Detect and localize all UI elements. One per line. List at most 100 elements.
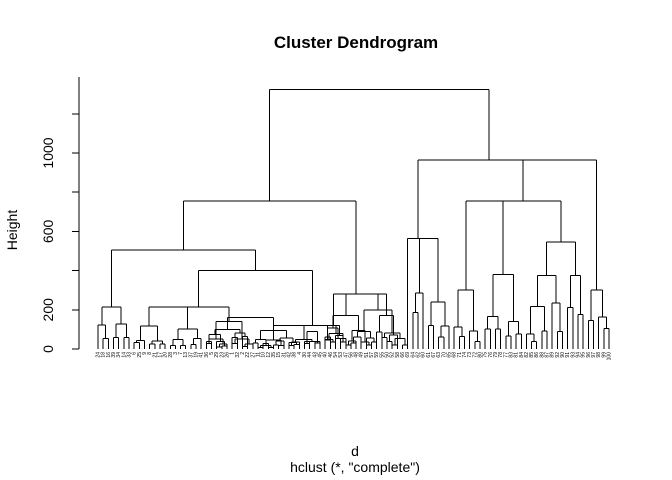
leaf-label: 70: [441, 352, 447, 358]
leaf-label: 82: [524, 352, 530, 358]
leaf-label: 17: [157, 352, 163, 358]
leaf-label: 12: [266, 352, 272, 358]
leaf-label: 63: [436, 352, 442, 358]
leaf-label: 89: [550, 352, 556, 358]
leaf-label: 58: [395, 352, 401, 358]
leaf-label: 64: [410, 352, 416, 358]
leaf-label: 8: [147, 352, 153, 355]
leaf-label: 85: [529, 352, 535, 358]
leaf-label: 69: [405, 352, 411, 358]
leaf-label: 21: [152, 352, 158, 358]
leaf-label: 100: [607, 352, 613, 361]
leaf-label: 84: [519, 352, 525, 358]
leaf-label: 52: [390, 352, 396, 358]
y-tick-label: 600: [40, 220, 56, 244]
leaf-label: 53: [338, 352, 344, 358]
leaf-label: 34: [116, 352, 122, 358]
leaf-label: 78: [498, 352, 504, 358]
leaf-label: 35: [271, 352, 277, 358]
leaf-label: 59: [374, 352, 380, 358]
leaf-label: 72: [472, 352, 478, 358]
leaf-label: 16: [106, 352, 112, 358]
leaf-label: 61: [426, 352, 432, 358]
leaf-label: 92: [555, 352, 561, 358]
leaf-label: 91: [565, 352, 571, 358]
leaf-label: 36: [204, 352, 210, 358]
leaf-label: 88: [539, 352, 545, 358]
leaf-label: 7: [178, 352, 184, 355]
leaf-label: 28: [168, 352, 174, 358]
leaf-label: 2: [240, 352, 246, 355]
leaf-label: 33: [126, 352, 132, 358]
leaf-label: 22: [245, 352, 251, 358]
leaf-label: 57: [369, 352, 375, 358]
leaf-label: 40: [323, 352, 329, 358]
leaf-label: 51: [364, 352, 370, 358]
leaf-label: 32: [235, 352, 241, 358]
leaf-label: 74: [462, 352, 468, 358]
leaf-label: 24: [96, 352, 102, 358]
leaf-label: 90: [560, 352, 566, 358]
leaf-label: 76: [488, 352, 494, 358]
y-axis-label: Height: [4, 210, 20, 251]
leaf-label: 79: [493, 352, 499, 358]
y-tick-label: 200: [40, 298, 56, 322]
leaf-label: 26: [225, 352, 231, 358]
leaf-label: 66: [400, 352, 406, 358]
method-subtitle: hclust (*, "complete"): [290, 459, 420, 475]
leaf-label: 48: [354, 352, 360, 358]
leaf-label: 6: [132, 352, 138, 355]
leaf-label: 54: [333, 352, 339, 358]
leaf-label: 81: [514, 352, 520, 358]
leaf-label: 29: [214, 352, 220, 358]
leaf-label: 5: [209, 352, 215, 355]
leaf-label: 31: [281, 352, 287, 358]
leaf-labels: 24 18 16 39 34 14 33 6 25 9 8 21 17 20 28 3 7 13 37 19 41 36 5…: [96, 352, 613, 361]
leaf-label: 44: [307, 352, 313, 358]
leaf-label: 80: [477, 352, 483, 358]
leaf-label: 18: [101, 352, 107, 358]
leaf-label: 95: [581, 352, 587, 358]
leaf-label: 47: [343, 352, 349, 358]
leaf-label: 93: [570, 352, 576, 358]
y-axis: 0 200 600 1000: [40, 77, 80, 353]
leaf-label: 73: [467, 352, 473, 358]
leaf-label: 14: [121, 352, 127, 358]
leaf-label: 49: [359, 352, 365, 358]
leaf-label: 96: [586, 352, 592, 358]
leaf-label: 68: [452, 352, 458, 358]
leaf-label: 39: [111, 352, 117, 358]
leaf-label: 83: [508, 352, 514, 358]
leaf-label: 45: [317, 352, 323, 358]
leaf-label: 97: [591, 352, 597, 358]
leaf-label: 94: [576, 352, 582, 358]
leaf-label: 46: [328, 352, 334, 358]
y-tick-label: 0: [40, 345, 56, 353]
leaf-label: 99: [601, 352, 607, 358]
x-axis-label: d: [351, 443, 359, 459]
leaf-label: 9: [142, 352, 148, 355]
y-tick-label: 1000: [40, 137, 56, 168]
leaf-label: 60: [421, 352, 427, 358]
leaf-label: 86: [534, 352, 540, 358]
leaf-label: 30: [302, 352, 308, 358]
leaf-label: 67: [431, 352, 437, 358]
leaf-label: 50: [385, 352, 391, 358]
leaf-label: 62: [416, 352, 422, 358]
leaf-label: 43: [312, 352, 318, 358]
leaf-label: 65: [446, 352, 452, 358]
leaf-label: 37: [188, 352, 194, 358]
dendrogram-tree: [97, 88, 610, 349]
leaf-label: 4: [297, 352, 303, 355]
leaf-label: 42: [286, 352, 292, 358]
chart-title: Cluster Dendrogram: [274, 33, 438, 52]
leaf-label: 98: [596, 352, 602, 358]
leaf-label: 11: [256, 352, 262, 357]
leaf-label: 3: [173, 352, 179, 355]
leaf-label: 15: [276, 352, 282, 358]
leaf-label: 1: [230, 352, 236, 355]
leaf-label: 13: [183, 352, 189, 358]
leaf-label: 27: [250, 352, 256, 358]
leaf-label: 77: [503, 352, 509, 358]
leaf-label: 75: [483, 352, 489, 358]
